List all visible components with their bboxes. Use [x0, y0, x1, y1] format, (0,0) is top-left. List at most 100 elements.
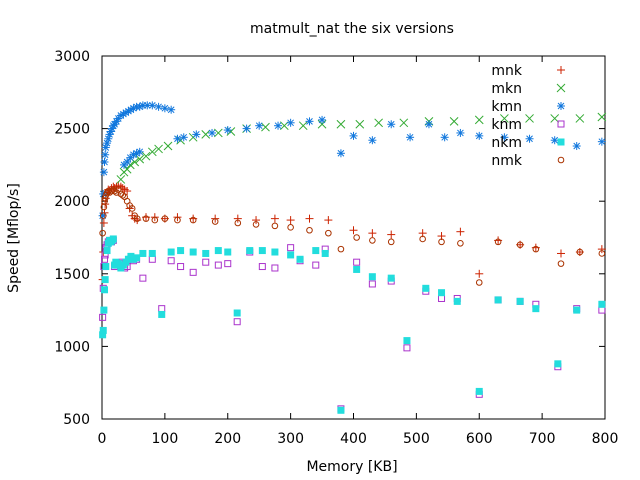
data-point-mkn — [449, 116, 459, 126]
data-point-mnk — [118, 184, 127, 193]
data-point-nkm — [103, 247, 111, 255]
data-point-mkn — [213, 128, 223, 138]
data-point-nmk — [111, 187, 118, 195]
data-point-mkn — [336, 119, 346, 129]
data-point-nkm — [312, 247, 320, 255]
data-point-mkn — [141, 151, 151, 161]
data-point-nkm — [139, 249, 147, 257]
data-point-nkm — [101, 286, 109, 294]
data-point-nmk — [419, 235, 426, 243]
data-point-kmn — [550, 136, 559, 145]
chart-title: matmult_nat the six versions — [250, 21, 454, 37]
data-point-nkm — [287, 251, 295, 259]
data-point-nmk — [133, 215, 141, 222]
data-point-kmn — [440, 133, 449, 142]
legend-marker-mnk — [557, 66, 565, 74]
data-point-nkm — [99, 331, 107, 339]
data-point-kmn — [192, 130, 201, 139]
data-point-nkm — [102, 263, 110, 271]
data-point-mkn — [163, 141, 173, 151]
legend-marker-nmk — [557, 156, 565, 164]
data-point-nkm — [258, 247, 266, 255]
data-point-mnk — [475, 269, 484, 278]
data-point-mnk — [305, 214, 314, 223]
data-point-nmk — [99, 212, 107, 220]
data-point-kmn — [123, 157, 132, 166]
data-point-kmn — [424, 120, 433, 129]
data-point-kmn — [318, 115, 327, 124]
data-point-kmn — [101, 150, 110, 159]
data-point-nkm — [109, 235, 117, 243]
data-point-mnk — [123, 187, 132, 196]
data-point-mkn — [474, 115, 484, 125]
data-point-nmk — [532, 245, 540, 253]
data-point-knm — [403, 344, 411, 352]
x-tick-label: 400 — [340, 431, 367, 447]
data-point-nmk — [174, 216, 181, 224]
data-point-kmn — [112, 117, 121, 126]
series-nkm — [99, 235, 606, 414]
data-point-kmn — [208, 128, 217, 137]
data-point-nkm — [438, 289, 446, 297]
data-point-kmn — [500, 133, 509, 142]
data-point-mkn — [261, 122, 270, 132]
data-point-mkn — [147, 147, 157, 157]
data-point-knm — [438, 294, 446, 302]
data-point-knm — [258, 263, 266, 271]
data-point-nkm — [167, 248, 175, 256]
data-point-nmk — [151, 216, 159, 224]
data-point-kmn — [368, 136, 377, 145]
data-point-knm — [224, 260, 232, 268]
y-tick-label: 3000 — [54, 49, 90, 65]
data-point-kmn — [99, 168, 108, 177]
legend-label-nkm: nkm — [491, 135, 522, 151]
data-point-nmk — [438, 238, 445, 246]
data-point-mkn — [597, 112, 607, 122]
data-point-nkm — [99, 326, 107, 334]
x-tick-label: 600 — [466, 431, 493, 447]
data-point-kmn — [148, 101, 157, 110]
data-point-nmk — [516, 241, 524, 249]
data-point-nmk — [369, 237, 376, 244]
data-point-nkm — [532, 305, 540, 313]
data-point-nkm — [296, 255, 304, 263]
data-point-nkm — [368, 273, 376, 281]
y-tick-label: 1000 — [54, 339, 90, 355]
data-point-kmn — [387, 120, 396, 129]
data-point-nmk — [494, 238, 502, 246]
data-point-nkm — [516, 297, 524, 305]
legend-marker-kmn — [557, 102, 565, 110]
data-point-knm — [202, 258, 210, 266]
series-knm — [99, 236, 606, 413]
data-point-nkm — [148, 249, 156, 257]
data-point-mnk — [233, 214, 242, 223]
data-point-nkm — [114, 260, 122, 268]
data-point-nkm — [337, 406, 345, 414]
data-point-nkm — [353, 265, 361, 273]
data-point-nmk — [287, 224, 294, 231]
data-point-knm — [158, 305, 166, 313]
data-point-knm — [233, 318, 241, 326]
y-tick-label: 2000 — [54, 194, 90, 210]
x-tick-label: 100 — [152, 431, 179, 447]
data-point-nmk — [457, 240, 464, 247]
legend-label-mnk: mnk — [491, 63, 523, 79]
data-point-knm — [99, 313, 107, 321]
data-point-mnk — [556, 249, 565, 258]
data-point-nkm — [177, 247, 185, 255]
data-point-kmn — [336, 149, 345, 158]
data-point-kmn — [167, 105, 176, 114]
data-point-mkn — [525, 114, 534, 123]
data-point-nmk — [103, 189, 111, 196]
data-point-knm — [167, 257, 175, 265]
data-point-kmn — [572, 142, 581, 151]
data-point-nmk — [234, 219, 242, 227]
data-point-mnk — [387, 230, 396, 239]
data-point-nkm — [101, 276, 109, 284]
data-point-mkn — [550, 114, 560, 123]
x-tick-label: 200 — [214, 431, 241, 447]
data-point-knm — [271, 264, 279, 272]
legend-label-nmk: nmk — [491, 153, 523, 169]
data-point-kmn — [255, 121, 264, 130]
data-point-nmk — [325, 229, 332, 237]
